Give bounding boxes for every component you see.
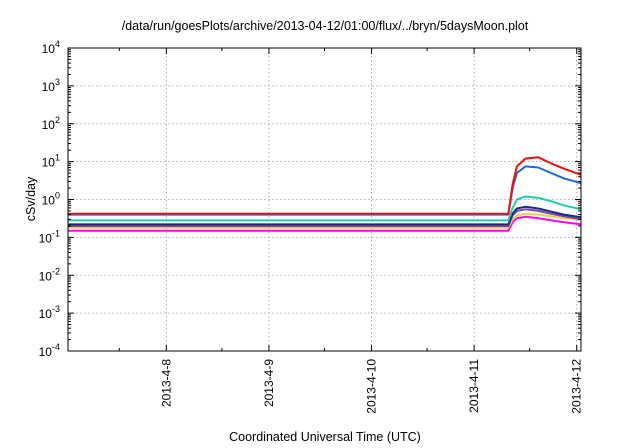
series-line-4	[68, 205, 582, 226]
y-tick-label: 104	[42, 39, 60, 56]
x-axis-label: Coordinated Universal Time (UTC)	[229, 430, 421, 444]
y-tick-label: 10-4	[39, 342, 60, 359]
x-tick-label: 2013-4-11	[467, 359, 481, 413]
y-tick-label: 100	[42, 191, 60, 208]
x-tick-label: 2013-4-8	[159, 359, 173, 407]
y-tick-label: 10-2	[39, 266, 60, 283]
series-line-6	[68, 165, 582, 216]
x-tick-label: 2013-4-9	[262, 359, 276, 407]
y-tick-label: 103	[42, 77, 60, 94]
y-tick-label: 101	[42, 153, 60, 170]
x-axis-ticks: 2013-4-8 2013-4-9 2013-4-10 2013-4-11 2013-4…	[118, 48, 584, 414]
series-line-2	[68, 212, 582, 229]
grid	[68, 48, 581, 351]
series-line-5	[68, 195, 582, 222]
y-axis-label: cSv/day	[24, 176, 38, 221]
series-line-7	[68, 156, 582, 215]
y-tick-label: 102	[42, 115, 60, 132]
chart-title: /data/run/goesPlots/archive/2013-04-12/0…	[122, 19, 529, 33]
y-tick-label: 10-3	[39, 304, 60, 321]
series-line-1	[68, 215, 582, 232]
series-lines	[68, 156, 582, 232]
y-tick-label: 10-1	[39, 228, 60, 245]
y-axis-ticks: 10-4 10-3 10-2 10-1 100 101 102 103 104	[39, 39, 581, 359]
x-tick-label: 2013-4-10	[365, 359, 379, 414]
x-tick-label: 2013-4-12	[570, 359, 584, 414]
